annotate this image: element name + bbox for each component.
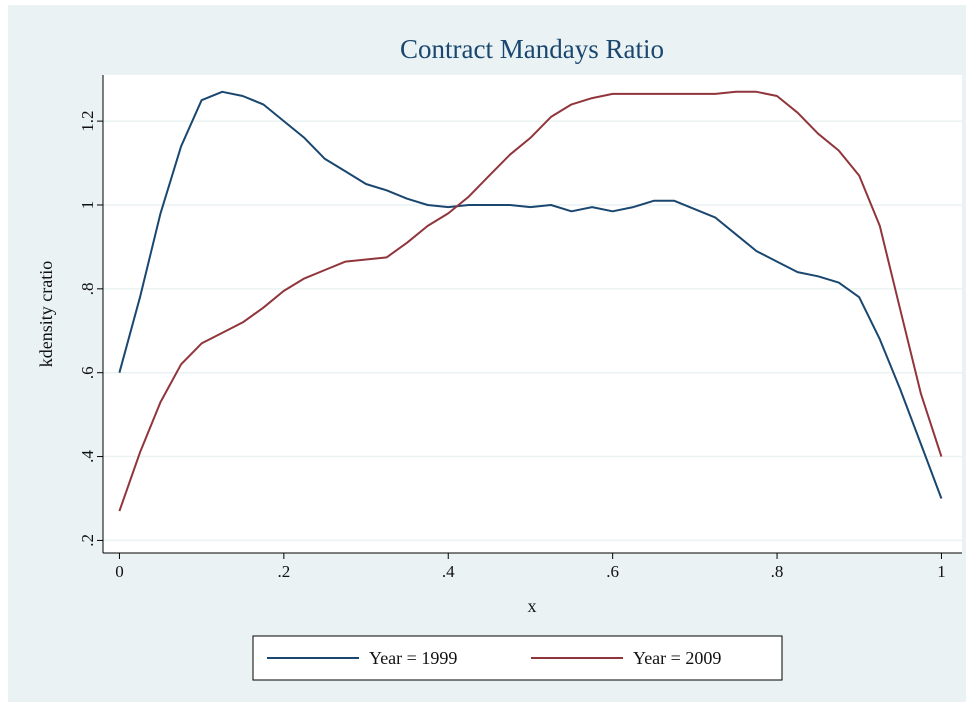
x-axis-label: x <box>528 596 537 616</box>
x-tick-label: .4 <box>442 562 455 581</box>
plot-area <box>103 75 962 553</box>
data-line <box>118 90 943 512</box>
y-tick-label: .4 <box>78 450 97 463</box>
y-tick-label: 1.2 <box>78 110 97 131</box>
y-tick-label: .2 <box>78 534 97 547</box>
y-tick-label: .6 <box>78 366 97 379</box>
legend-label: Year = 1999 <box>369 648 457 668</box>
y-tick-label: .8 <box>78 282 97 295</box>
y-tick-label: 1 <box>78 201 97 210</box>
chart-title: Contract Mandays Ratio <box>400 34 664 64</box>
data-line <box>118 90 943 499</box>
x-tick-label: .2 <box>277 562 290 581</box>
x-tick-label: .6 <box>606 562 619 581</box>
x-tick-label: 0 <box>115 562 124 581</box>
x-tick-label: .8 <box>771 562 784 581</box>
y-axis-label: kdensity cratio <box>36 261 56 367</box>
legend-label: Year = 2009 <box>633 648 721 668</box>
x-tick-label: 1 <box>937 562 946 581</box>
